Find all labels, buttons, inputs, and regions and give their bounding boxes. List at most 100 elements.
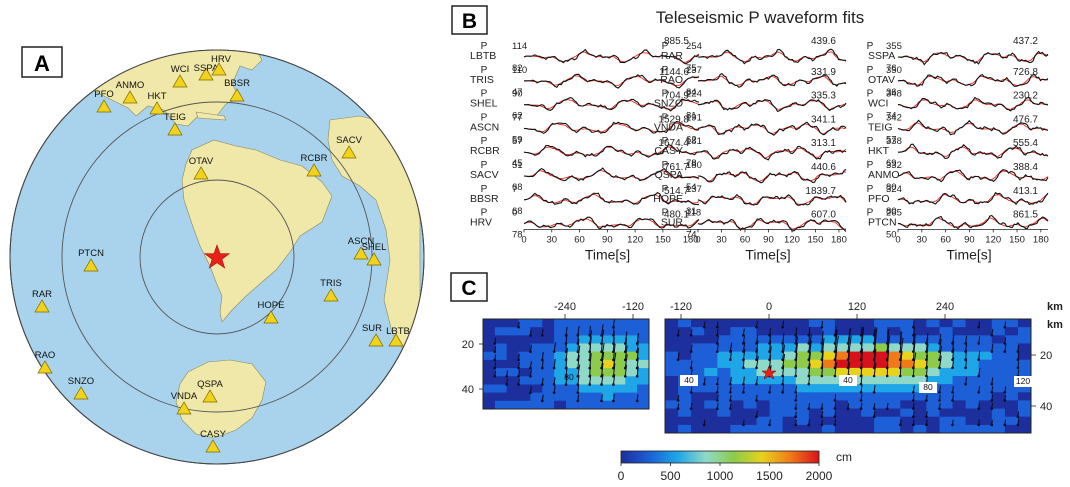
slip-cell (769, 335, 784, 344)
slip-vector (808, 331, 811, 344)
slip-vector (782, 353, 786, 368)
slip-cell (730, 416, 744, 426)
synthetic-trace (897, 75, 1049, 86)
time-tick-label: 60 (940, 234, 951, 245)
slip-cell (704, 327, 718, 336)
slip-cell (795, 319, 810, 328)
slip-cell (848, 327, 862, 336)
slip-vector-base (689, 333, 693, 337)
slip-cell (874, 408, 888, 418)
slip-vector-base (493, 342, 497, 345)
slip-cell (530, 384, 543, 394)
slip-vector-base (794, 374, 798, 378)
slip-cell (782, 424, 797, 434)
slip-cell (834, 343, 849, 352)
azimuth-label: 57 (512, 136, 523, 147)
slip-cell (887, 416, 901, 426)
slip-cell (678, 335, 692, 344)
slip-cell (965, 319, 980, 328)
slip-cell (637, 351, 650, 361)
time-axis-title: Time[s] (585, 246, 630, 262)
slip-cell (506, 400, 519, 410)
slip-cell (861, 343, 875, 352)
slip-vector (821, 363, 824, 377)
slip-top-tick-label: -120 (622, 301, 644, 313)
slip-vector (624, 364, 627, 377)
slip-vector (612, 352, 617, 369)
amplitude-label: 313.1 (811, 138, 836, 149)
station-triangle-icon (353, 246, 369, 260)
panel-c-letter: C (461, 277, 476, 300)
slip-vector-base (742, 382, 745, 386)
station-triangle-icon (263, 310, 279, 324)
slip-cell (795, 367, 810, 377)
slip-cell (965, 335, 980, 344)
synthetic-trace (697, 171, 847, 183)
observed-trace (697, 168, 847, 184)
slip-vector (729, 349, 733, 360)
slip-vector-base (859, 399, 863, 402)
station-code-label: PFO (868, 193, 890, 205)
slip-cell (900, 384, 914, 393)
slip-cell (625, 384, 638, 394)
slip-cell (939, 359, 953, 369)
slip-cell (965, 376, 980, 385)
slip-cell (926, 327, 940, 336)
slip-cell (637, 368, 650, 377)
slip-cell (678, 400, 692, 409)
slip-cell (577, 359, 591, 369)
slip-cell (782, 400, 797, 409)
slip-vector (601, 336, 604, 352)
slip-vector-base (820, 423, 824, 427)
slip-cell (691, 359, 705, 369)
observed-trace (697, 217, 847, 232)
slip-cell (834, 367, 849, 377)
slip-cell (952, 343, 967, 352)
slip-vector (612, 337, 615, 352)
slip-vector (782, 364, 785, 377)
station-code-label: PTCN (868, 217, 897, 229)
slip-cell (808, 327, 823, 336)
slip-cell (625, 359, 638, 369)
slip-vector-base (742, 390, 745, 394)
slip-vector-base (938, 407, 941, 410)
distance-label: 74 (686, 230, 697, 241)
slip-cell (743, 384, 757, 393)
time-tick-label: 180 (683, 234, 699, 245)
phase-label: P (481, 208, 488, 219)
phase-label: P (662, 112, 669, 123)
slip-cell (965, 384, 980, 393)
waveform-columns: PLBTB11482885.5PTRIS110471144.6PSHEL9062… (470, 36, 1049, 262)
distance-label: 75 (686, 63, 697, 74)
slip-cell (665, 335, 679, 344)
slip-cell (978, 343, 993, 352)
slip-cell (834, 359, 849, 369)
slip-cell (939, 424, 953, 434)
slip-cell (795, 424, 810, 434)
station-code-label: ASCN (470, 121, 499, 133)
slip-cell (717, 384, 731, 393)
observed-trace (897, 96, 1049, 112)
time-tick-label: 0 (521, 234, 526, 245)
slip-cell (991, 351, 1006, 361)
slip-cell (577, 392, 591, 402)
slip-vector-base (540, 358, 544, 362)
azimuth-label: 350 (886, 65, 902, 76)
slip-cell (834, 335, 849, 344)
slip-vector-base (977, 342, 981, 345)
slip-cell (730, 376, 744, 385)
distance-ring-inner (139, 179, 295, 335)
observed-trace (697, 48, 847, 65)
slip-vector (601, 324, 604, 336)
slip-vector (899, 337, 904, 360)
amplitude-label: 440.6 (811, 162, 836, 173)
azimuth-label: 118 (686, 208, 701, 219)
slip-cell (848, 392, 862, 401)
slip-cell (1004, 408, 1019, 418)
slip-cell (991, 424, 1006, 434)
slip-cell (769, 424, 784, 434)
slip-cell (834, 408, 849, 418)
slip-vector-base (600, 383, 603, 386)
station-label: VNDA (171, 391, 198, 402)
